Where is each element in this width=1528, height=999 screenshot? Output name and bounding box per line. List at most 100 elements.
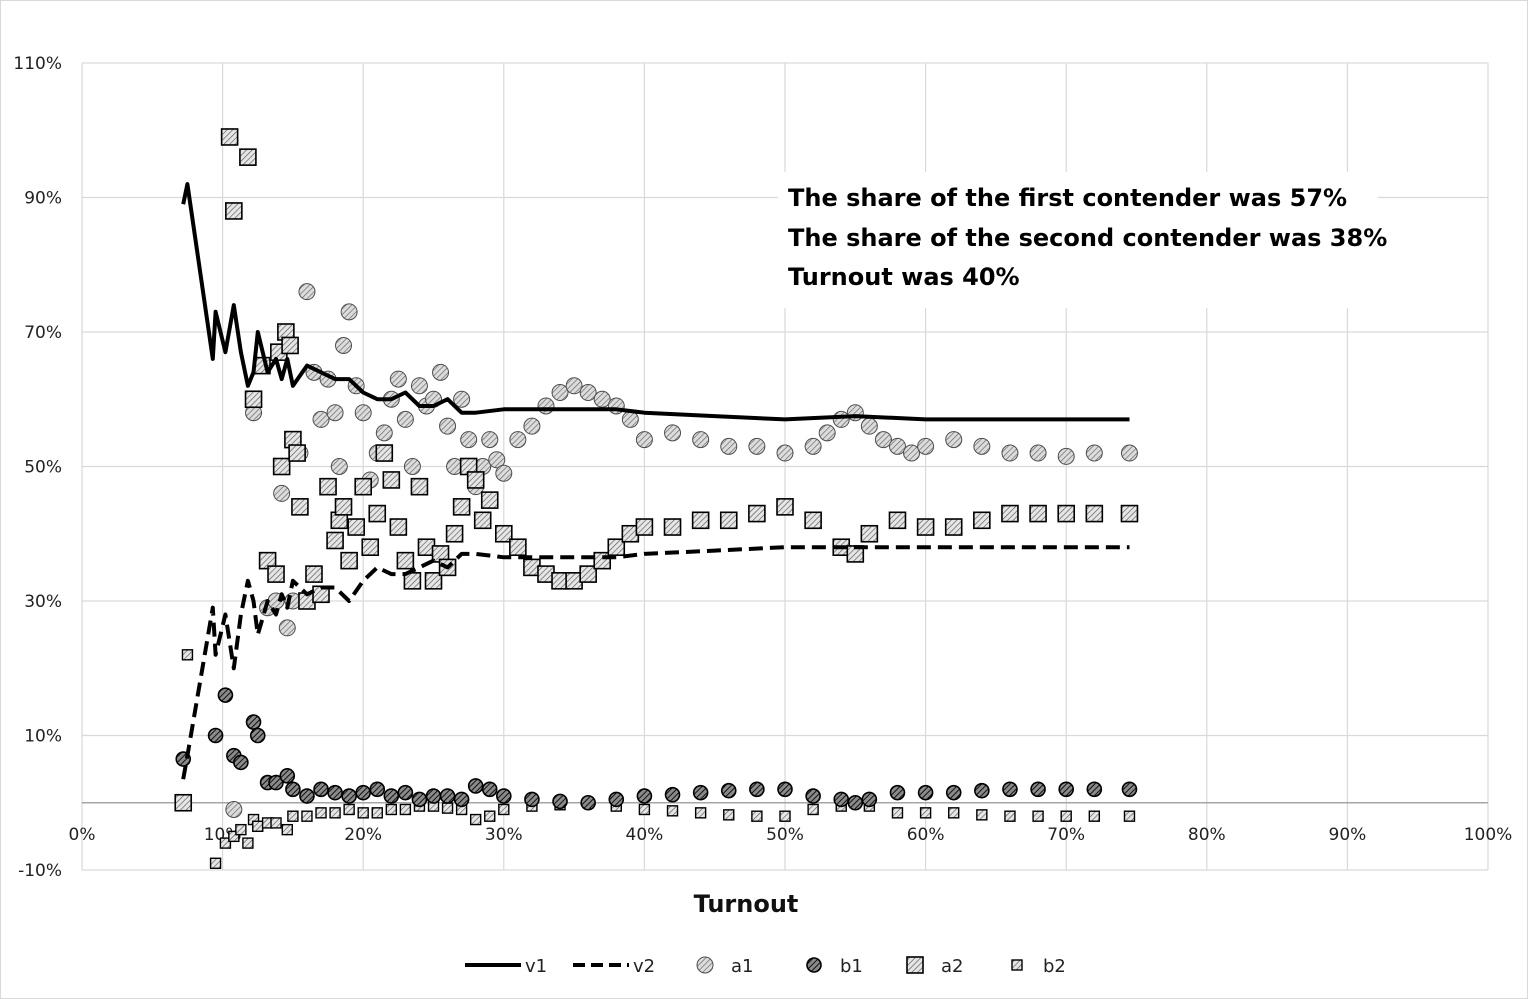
point-b1 <box>552 793 568 810</box>
point-a1 <box>330 458 348 475</box>
point-b2 <box>638 803 651 816</box>
point-a2 <box>494 524 513 543</box>
point-a1 <box>888 437 906 455</box>
legend-label-v2: v2 <box>633 956 655 977</box>
legend-label-a2: a2 <box>941 956 963 977</box>
point-a1 <box>579 384 597 402</box>
point-b2 <box>281 823 293 836</box>
annotation-background <box>778 172 1378 308</box>
point-a1 <box>692 431 710 449</box>
point-a1 <box>565 377 583 395</box>
point-b1 <box>1121 781 1138 798</box>
point-a2 <box>410 477 429 496</box>
point-a2 <box>267 565 285 583</box>
y-tick-label: 70% <box>24 323 62 343</box>
point-b1 <box>524 791 540 808</box>
legend-swatch-a1 <box>696 956 714 974</box>
point-a2 <box>445 524 464 543</box>
legend: v1 v2 a1 b1 a2 b2 <box>465 956 1066 977</box>
point-b1 <box>720 782 737 799</box>
point-b1 <box>1058 781 1074 798</box>
point-b1 <box>495 788 512 804</box>
point-b2 <box>484 810 496 822</box>
axes: -10%10%30%50%70%90%110%0% 10% 20% 30% 40% 50%… <box>13 54 1512 881</box>
point-b2 <box>891 807 904 819</box>
point-a1 <box>551 384 569 402</box>
series-v2 <box>181 545 1130 780</box>
series-a2 <box>174 128 1139 812</box>
point-b2 <box>235 823 247 836</box>
point-a2 <box>305 565 323 583</box>
point-a1 <box>635 431 653 449</box>
point-b2 <box>779 810 791 822</box>
point-a2 <box>225 202 243 220</box>
point-b2 <box>666 805 679 817</box>
point-b2 <box>181 649 194 661</box>
point-b2 <box>948 807 960 819</box>
point-a1 <box>396 410 414 428</box>
point-a2 <box>748 504 766 523</box>
point-a1 <box>593 390 611 408</box>
point-b1 <box>425 788 442 804</box>
point-a2 <box>452 498 471 516</box>
point-b1 <box>1030 781 1046 798</box>
point-b1 <box>439 788 456 804</box>
legend-label-a1: a1 <box>731 956 753 977</box>
point-a1 <box>1029 444 1047 462</box>
point-a1 <box>375 424 393 442</box>
point-a2 <box>691 511 710 530</box>
point-a2 <box>480 491 499 509</box>
x-tick-label: 50% <box>766 825 804 845</box>
point-b1 <box>847 794 864 811</box>
point-b2 <box>329 807 341 819</box>
point-b2 <box>287 810 299 822</box>
point-b2 <box>270 817 282 829</box>
series-b1 <box>175 687 1138 811</box>
point-a2 <box>368 504 387 523</box>
point-a2 <box>776 498 794 516</box>
point-a2 <box>424 572 443 590</box>
point-b1 <box>1086 781 1103 798</box>
point-a2 <box>663 518 682 536</box>
point-a1 <box>1057 447 1075 465</box>
y-tick-label: 110% <box>13 54 62 74</box>
point-b1 <box>1002 781 1018 798</box>
point-a2 <box>389 518 408 536</box>
point-b1 <box>692 784 709 801</box>
point-b2 <box>441 802 454 814</box>
point-b1 <box>467 778 484 794</box>
point-b2 <box>807 803 819 816</box>
point-b1 <box>580 794 596 811</box>
point-a2 <box>239 148 257 166</box>
point-a2 <box>1085 504 1104 523</box>
point-a1 <box>273 484 291 502</box>
point-b2 <box>723 809 735 821</box>
point-a1 <box>874 431 892 449</box>
point-b1 <box>861 791 878 808</box>
point-b1 <box>397 784 414 801</box>
point-b1 <box>383 788 400 804</box>
point-a1 <box>225 800 243 818</box>
point-b1 <box>355 784 372 801</box>
point-a2 <box>334 498 353 516</box>
point-a1 <box>453 390 471 408</box>
point-a1 <box>432 363 450 381</box>
point-a2 <box>719 511 738 530</box>
point-b2 <box>371 807 383 819</box>
point-a1 <box>335 336 353 354</box>
plot-area <box>174 128 1139 869</box>
annotation-second-contender: The share of the second contender was 38… <box>788 224 1387 252</box>
point-b1 <box>217 687 234 703</box>
point-b2 <box>1032 810 1044 822</box>
point-a2 <box>607 538 626 557</box>
point-b2 <box>751 810 763 822</box>
point-a1 <box>776 444 794 462</box>
point-b2 <box>242 837 254 849</box>
point-a2 <box>340 551 358 570</box>
point-a1 <box>509 431 527 449</box>
point-b1 <box>481 781 498 798</box>
point-a2 <box>1120 504 1139 523</box>
point-a1 <box>903 444 921 462</box>
